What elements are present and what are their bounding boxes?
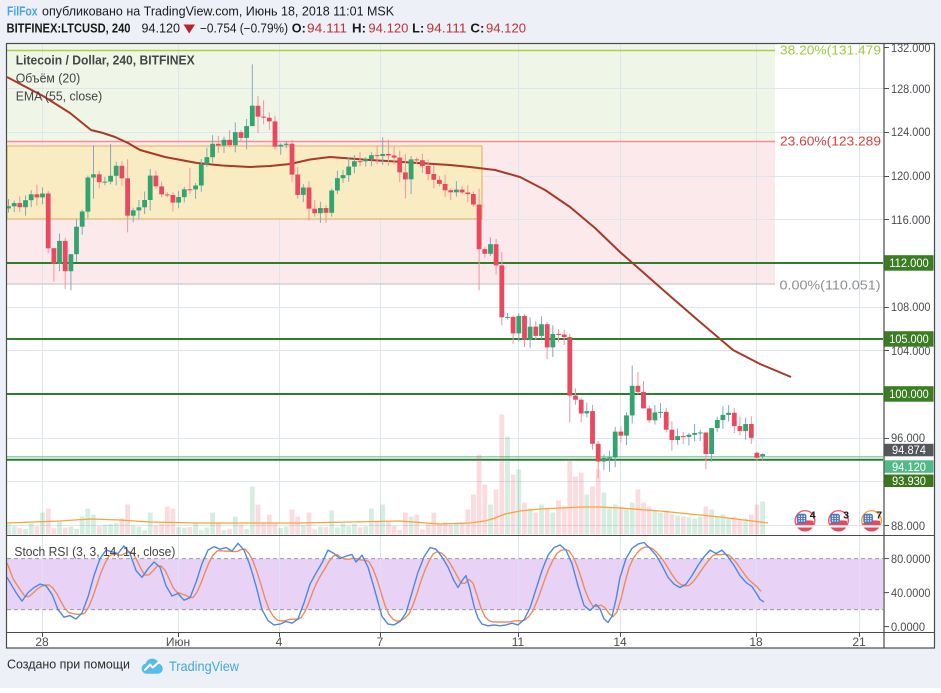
- svg-text:L:: L:: [412, 21, 424, 35]
- svg-text:96.000: 96.000: [891, 431, 925, 445]
- svg-text:105.000: 105.000: [889, 332, 929, 346]
- svg-text:94.120: 94.120: [486, 21, 526, 35]
- svg-text:14: 14: [613, 635, 627, 649]
- svg-text:93.930: 93.930: [892, 476, 926, 488]
- svg-text:104.000: 104.000: [891, 344, 931, 358]
- svg-text:3: 3: [843, 509, 849, 521]
- svg-text:FilFox: FilFox: [7, 4, 38, 18]
- svg-text:28: 28: [35, 635, 49, 649]
- svg-text:94.874: 94.874: [892, 445, 927, 457]
- svg-text:128.000: 128.000: [891, 82, 931, 96]
- svg-text:100.000: 100.000: [889, 387, 929, 401]
- svg-text:7: 7: [377, 635, 384, 649]
- svg-text:TradingView: TradingView: [169, 658, 240, 674]
- svg-text:94.120: 94.120: [142, 21, 181, 35]
- svg-text:−0.754 (−0.79%): −0.754 (−0.79%): [200, 21, 288, 35]
- svg-text:88.000: 88.000: [891, 519, 925, 533]
- svg-text:80.0000: 80.0000: [891, 552, 931, 566]
- svg-text:H:: H:: [352, 21, 366, 35]
- svg-text:116.000: 116.000: [891, 213, 931, 227]
- svg-text:0.0000: 0.0000: [891, 620, 925, 634]
- svg-text:38.20%(131.479: 38.20%(131.479: [780, 43, 881, 58]
- svg-text:11: 11: [512, 635, 525, 649]
- svg-text:опубликовано на TradingView.co: опубликовано на TradingView.com, Июнь 18…: [42, 4, 395, 18]
- svg-text:108.000: 108.000: [891, 300, 931, 314]
- svg-text:EMA (55, close): EMA (55, close): [16, 90, 103, 104]
- svg-text:18: 18: [749, 635, 763, 649]
- svg-text:O:: O:: [292, 21, 306, 35]
- svg-text:112.000: 112.000: [889, 256, 929, 270]
- svg-text:4: 4: [810, 509, 816, 521]
- svg-text:Объём (20): Объём (20): [16, 72, 81, 86]
- svg-text:94.120: 94.120: [892, 462, 926, 474]
- svg-text:Stoch RSI (3, 3, 14, 14, close: Stoch RSI (3, 3, 14, 14, close): [14, 545, 175, 559]
- svg-text:23.60%(123.289: 23.60%(123.289: [780, 134, 881, 149]
- svg-text:7: 7: [876, 509, 882, 521]
- svg-text:4: 4: [276, 635, 283, 649]
- svg-text:120.000: 120.000: [891, 169, 931, 183]
- svg-text:Создано при помощи: Создано при помощи: [7, 657, 130, 672]
- svg-text:21: 21: [852, 635, 866, 649]
- svg-text:C:: C:: [470, 21, 484, 35]
- svg-text:94.111: 94.111: [307, 21, 347, 35]
- svg-text:94.111: 94.111: [427, 21, 467, 35]
- svg-text:Litecoin / Dollar, 240, BITFIN: Litecoin / Dollar, 240, BITFINEX: [16, 54, 196, 68]
- svg-text:0.00%(110.051): 0.00%(110.051): [780, 278, 881, 293]
- svg-text:124.000: 124.000: [891, 125, 931, 139]
- svg-text:94.120: 94.120: [368, 21, 408, 35]
- svg-text:Июн: Июн: [166, 635, 190, 649]
- svg-text:132.000: 132.000: [891, 41, 931, 55]
- svg-text:BITFINEX:LTCUSD, 240: BITFINEX:LTCUSD, 240: [7, 21, 131, 35]
- svg-text:40.0000: 40.0000: [891, 586, 931, 600]
